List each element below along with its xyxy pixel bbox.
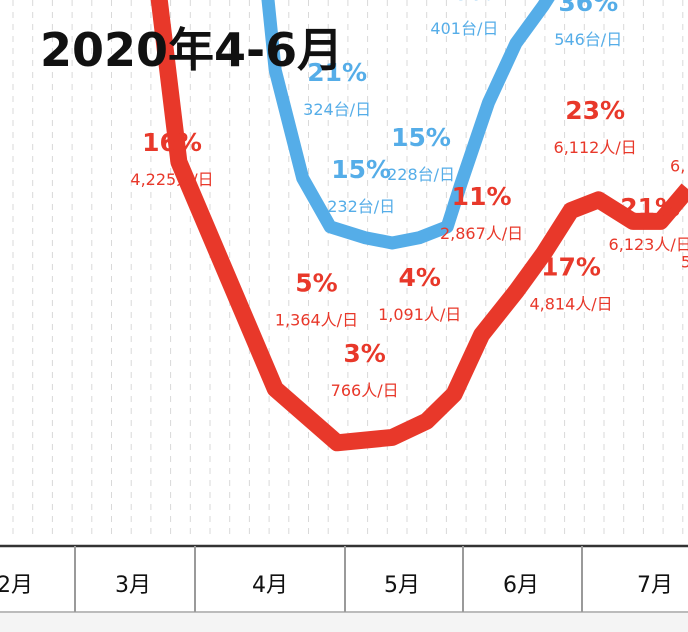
data-label-percent: 26% [434, 0, 494, 6]
data-label-percent: 21% [307, 58, 367, 87]
chart-title: 2020年4-6月 [40, 23, 343, 77]
data-label-value: 232台/日 [327, 197, 395, 216]
data-label-percent: 36% [558, 0, 618, 17]
data-label-value: 5 [681, 252, 688, 271]
series-lines [150, 0, 688, 452]
data-label-value: 401台/日 [430, 19, 498, 38]
data-label-value: 6, [670, 157, 685, 176]
bottom-strip [0, 613, 688, 632]
data-label-value: 6,112人/日 [554, 138, 637, 157]
data-label-percent: 5% [295, 269, 337, 298]
x-tick-label: 7月 [637, 573, 673, 598]
x-axis: 2月 3月 4月 5月 6月 7月 [0, 544, 688, 632]
data-label-percent: 21% [620, 193, 680, 222]
data-label-percent: 23% [565, 96, 625, 125]
x-tick-label: 6月 [503, 573, 539, 598]
data-label-value: 546台/日 [554, 30, 622, 49]
data-label-value: 1,364人/日 [275, 311, 358, 330]
data-label-value: 1,091人/日 [378, 305, 461, 324]
x-tick-label: 4月 [252, 573, 288, 598]
gridlines [12, 0, 684, 540]
x-tick-label: 3月 [115, 573, 151, 598]
series-line-red [150, 0, 688, 452]
data-label-value: 228台/日 [387, 165, 455, 184]
data-label-percent: 3% [343, 339, 385, 368]
data-label-value: 324台/日 [303, 100, 371, 119]
data-label-value: 6,123人/日 [609, 235, 688, 254]
x-tick-label: 5月 [384, 573, 420, 598]
data-label-value: 4,225人/日 [130, 170, 213, 189]
data-label-value: 2,867人/日 [440, 224, 523, 243]
x-tick-label: 2月 [0, 573, 33, 598]
data-label-percent: 16% [142, 128, 202, 157]
data-labels: 16% 4,225人/日 5% 1,364人/日 3% 766人/日 4% 1,091人/日 1… [130, 0, 688, 400]
data-label-percent: 11% [452, 182, 512, 211]
data-label-percent: 4% [398, 263, 440, 292]
data-label-percent: 15% [331, 155, 391, 184]
data-label-value: 766人/日 [331, 381, 399, 400]
data-label-percent: 17% [541, 252, 601, 281]
series-line-blue [261, 0, 555, 250]
data-label-value: 4,814人/日 [529, 294, 612, 313]
data-label-percent: 15% [391, 123, 451, 152]
